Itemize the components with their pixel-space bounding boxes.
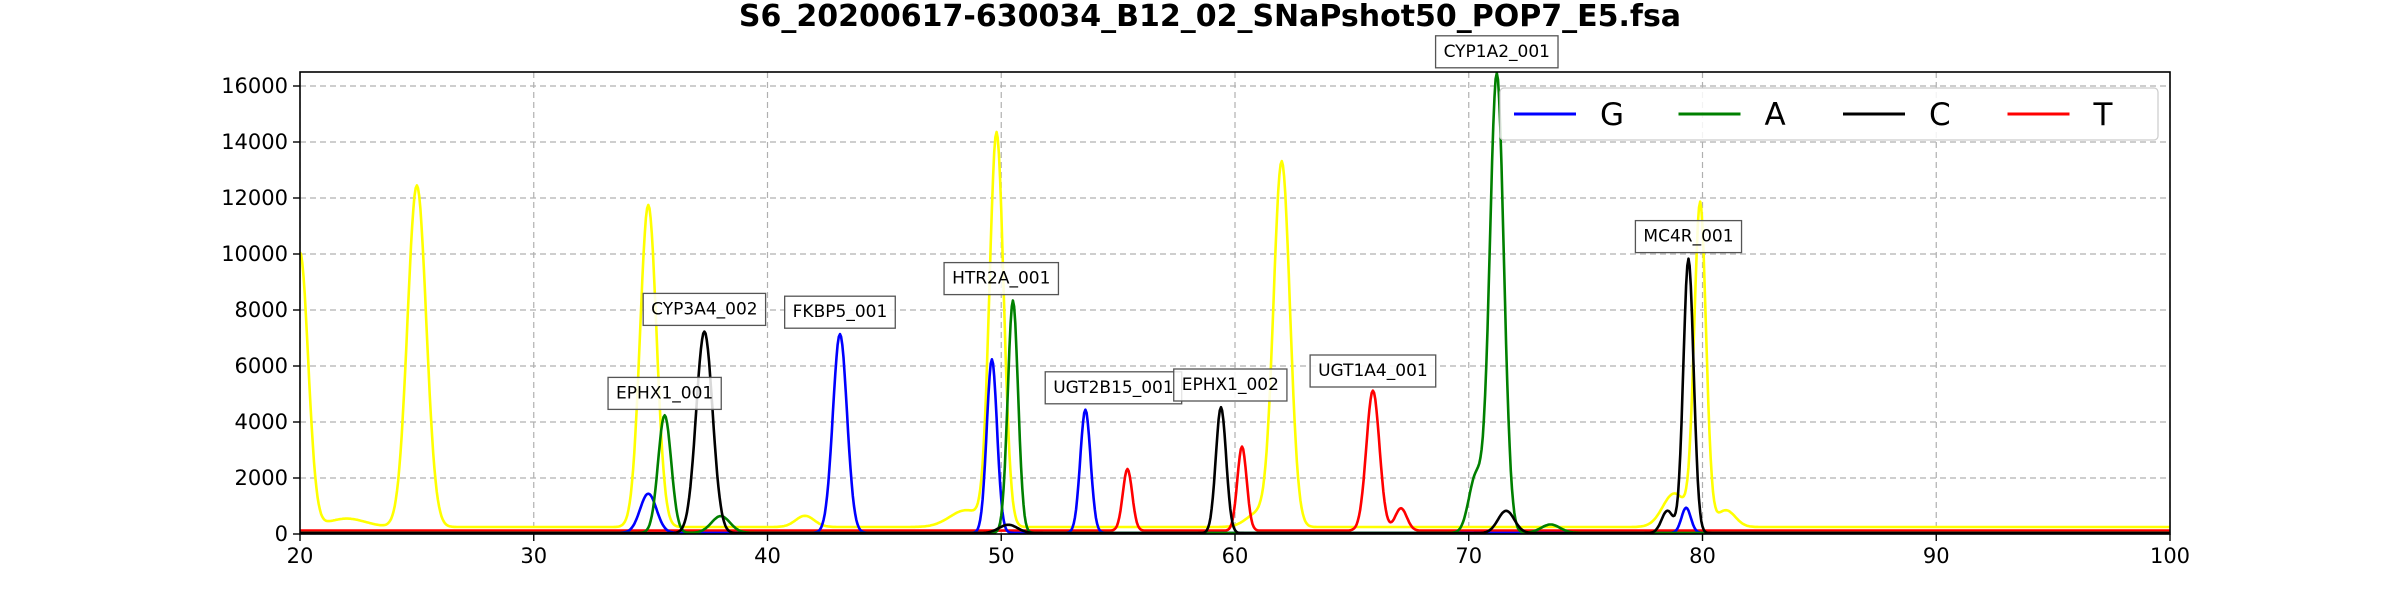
peak-annotation-label: CYP3A4_002	[651, 299, 757, 319]
peak-annotation: EPHX1_002	[1173, 368, 1288, 402]
y-tick-label: 14000	[221, 130, 288, 154]
peak-annotation-label: EPHX1_001	[616, 383, 713, 403]
series-line-t	[300, 389, 2170, 532]
annotation-layer: EPHX1_001 CYP3A4_002 FKBP5_001 HTR2A_001 UGT…	[607, 35, 1743, 411]
legend-label-g: G	[1600, 97, 1624, 133]
peak-annotation-label: CYP1A2_001	[1444, 42, 1550, 62]
y-tick-label: 2000	[235, 466, 288, 490]
peak-annotation-box	[1173, 368, 1288, 402]
peak-annotation-box	[1434, 35, 1559, 69]
peak-annotation-box	[642, 292, 767, 327]
peak-annotation: UGT1A4_001	[1309, 354, 1437, 388]
peak-annotation-label: EPHX1_002	[1182, 375, 1279, 395]
x-tick-label: 60	[1222, 544, 1249, 568]
x-tick-label: 80	[1689, 544, 1716, 568]
x-tick-label: 40	[754, 544, 781, 568]
peak-annotation-label: UGT2B15_001	[1053, 378, 1173, 398]
legend-label-t: T	[2093, 97, 2114, 133]
series-layer	[300, 72, 2170, 534]
tick-layer: 20 30 40 50 60 70 80 90 100 0 2000 4000 6000 8000 1000…	[221, 74, 2190, 568]
peak-annotation: CYP1A2_001	[1434, 35, 1559, 69]
y-tick-label: 12000	[221, 186, 288, 210]
peak-annotation-box	[607, 376, 722, 411]
peak-annotation: FKBP5_001	[784, 295, 896, 329]
x-tick-label: 20	[287, 544, 314, 568]
x-tick-label: 50	[988, 544, 1015, 568]
peak-annotation-label: UGT1A4_001	[1318, 361, 1428, 381]
peak-annotation-label: MC4R_001	[1643, 227, 1733, 247]
peak-annotation: HTR2A_001	[943, 261, 1060, 296]
y-tick-label: 16000	[221, 74, 288, 98]
y-tick-label: 10000	[221, 242, 288, 266]
peak-annotation: EPHX1_001	[607, 376, 722, 411]
peak-annotation-label: FKBP5_001	[793, 302, 888, 322]
x-tick-label: 30	[520, 544, 547, 568]
legend-label-c: C	[1929, 97, 1951, 133]
y-tick-label: 6000	[235, 354, 288, 378]
legend-box	[1499, 87, 2159, 141]
peak-annotation: UGT2B15_001	[1044, 371, 1183, 405]
grid-layer	[299, 72, 2171, 535]
peak-annotation-label: HTR2A_001	[952, 269, 1050, 289]
y-tick-label: 4000	[235, 410, 288, 434]
peak-annotation-box	[943, 261, 1060, 296]
x-tick-label: 70	[1455, 544, 1482, 568]
x-tick-label: 100	[2150, 544, 2190, 568]
chart-title: S6_20200617-630034_B12_02_SNaPshot50_POP…	[739, 0, 1681, 34]
peak-annotation-box	[1309, 354, 1437, 388]
y-tick-label: 8000	[235, 298, 288, 322]
peak-annotation-box	[1634, 219, 1743, 254]
legend-label-a: A	[1765, 97, 1786, 133]
peak-annotation: CYP3A4_002	[642, 292, 767, 327]
y-tick-label: 0	[275, 522, 288, 546]
peak-annotation: MC4R_001	[1634, 219, 1743, 254]
peak-annotation-box	[784, 295, 896, 329]
series-line-size-standard	[300, 130, 2170, 529]
x-tick-label: 90	[1923, 544, 1950, 568]
